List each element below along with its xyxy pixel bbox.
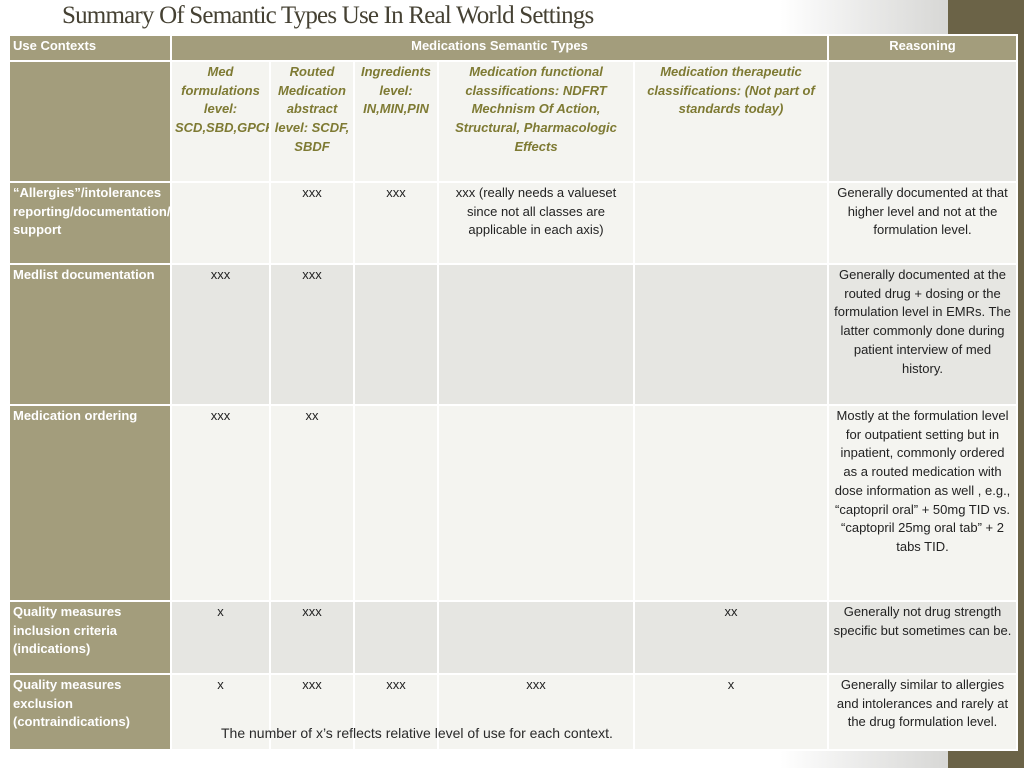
header-semantic-types: Medications Semantic Types (170, 34, 829, 62)
table-cell: x (170, 673, 271, 751)
table-cell: xx (633, 600, 829, 675)
table-cell: x (633, 673, 829, 751)
row-context: “Allergies”/intolerances reporting/docum… (8, 181, 172, 265)
table-cell: xxx (269, 673, 355, 751)
table-cell: xx (269, 404, 355, 602)
table-cell: xxx (269, 600, 355, 675)
table-cell: xxx (269, 181, 355, 265)
table-cell: x (170, 600, 271, 675)
table-cell (170, 181, 271, 265)
table-row: Medlist documentation xxx xxx Generally … (8, 263, 1018, 406)
row-context: Medlist documentation (8, 263, 172, 406)
table-cell (437, 404, 635, 602)
table-cell (353, 404, 439, 602)
table-cell: xxx (really needs a valueset since not a… (437, 181, 635, 265)
subheader-row: Med formulations level: SCD,SBD,GPCK,BPC… (8, 60, 1018, 183)
row-reasoning: Mostly at the formulation level for outp… (827, 404, 1018, 602)
row-reasoning: Generally not drug strength specific but… (827, 600, 1018, 675)
table-cell (633, 404, 829, 602)
table-cell (353, 600, 439, 675)
table-cell (437, 600, 635, 675)
row-context: Quality measures exclusion (contraindica… (8, 673, 172, 751)
table-cell (633, 181, 829, 265)
table-row: Medication ordering xxx xx Mostly at the… (8, 404, 1018, 602)
row-reasoning: Generally documented at the routed drug … (827, 263, 1018, 406)
subheader-blank (8, 60, 172, 183)
table-cell (633, 263, 829, 406)
subheader-routed: Routed Medication abstract level: SCDF, … (269, 60, 355, 183)
table-cell: xxx (437, 673, 635, 751)
subheader-functional: Medication functional classifications: N… (437, 60, 635, 183)
subheader-reasoning-blank (827, 60, 1018, 183)
table-cell: xxx (170, 263, 271, 406)
table-cell (437, 263, 635, 406)
table-cell: xxx (353, 673, 439, 751)
table-cell: xxx (269, 263, 355, 406)
header-row: Use Contexts Medications Semantic Types … (8, 34, 1018, 62)
table-cell: xxx (353, 181, 439, 265)
header-use-contexts: Use Contexts (8, 34, 172, 62)
subheader-ingredients: Ingredients level: IN,MIN,PIN (353, 60, 439, 183)
row-context: Quality measures inclusion criteria (ind… (8, 600, 172, 675)
slide-title: Summary Of Semantic Types Use In Real Wo… (62, 2, 594, 29)
row-reasoning: Generally similar to allergies and intol… (827, 673, 1018, 751)
semantic-types-table: Use Contexts Medications Semantic Types … (8, 34, 1018, 751)
header-reasoning: Reasoning (827, 34, 1018, 62)
table-cell: xxx (170, 404, 271, 602)
subheader-formulations: Med formulations level: SCD,SBD,GPCK,BPC… (170, 60, 271, 183)
table-cell (353, 263, 439, 406)
table-row: Quality measures exclusion (contraindica… (8, 673, 1018, 751)
table-row: Quality measures inclusion criteria (ind… (8, 600, 1018, 675)
footnote: The number of x’s reflects relative leve… (221, 725, 613, 741)
table-row: “Allergies”/intolerances reporting/docum… (8, 181, 1018, 265)
row-context: Medication ordering (8, 404, 172, 602)
row-reasoning: Generally documented at that higher leve… (827, 181, 1018, 265)
subheader-therapeutic: Medication therapeutic classifications: … (633, 60, 829, 183)
